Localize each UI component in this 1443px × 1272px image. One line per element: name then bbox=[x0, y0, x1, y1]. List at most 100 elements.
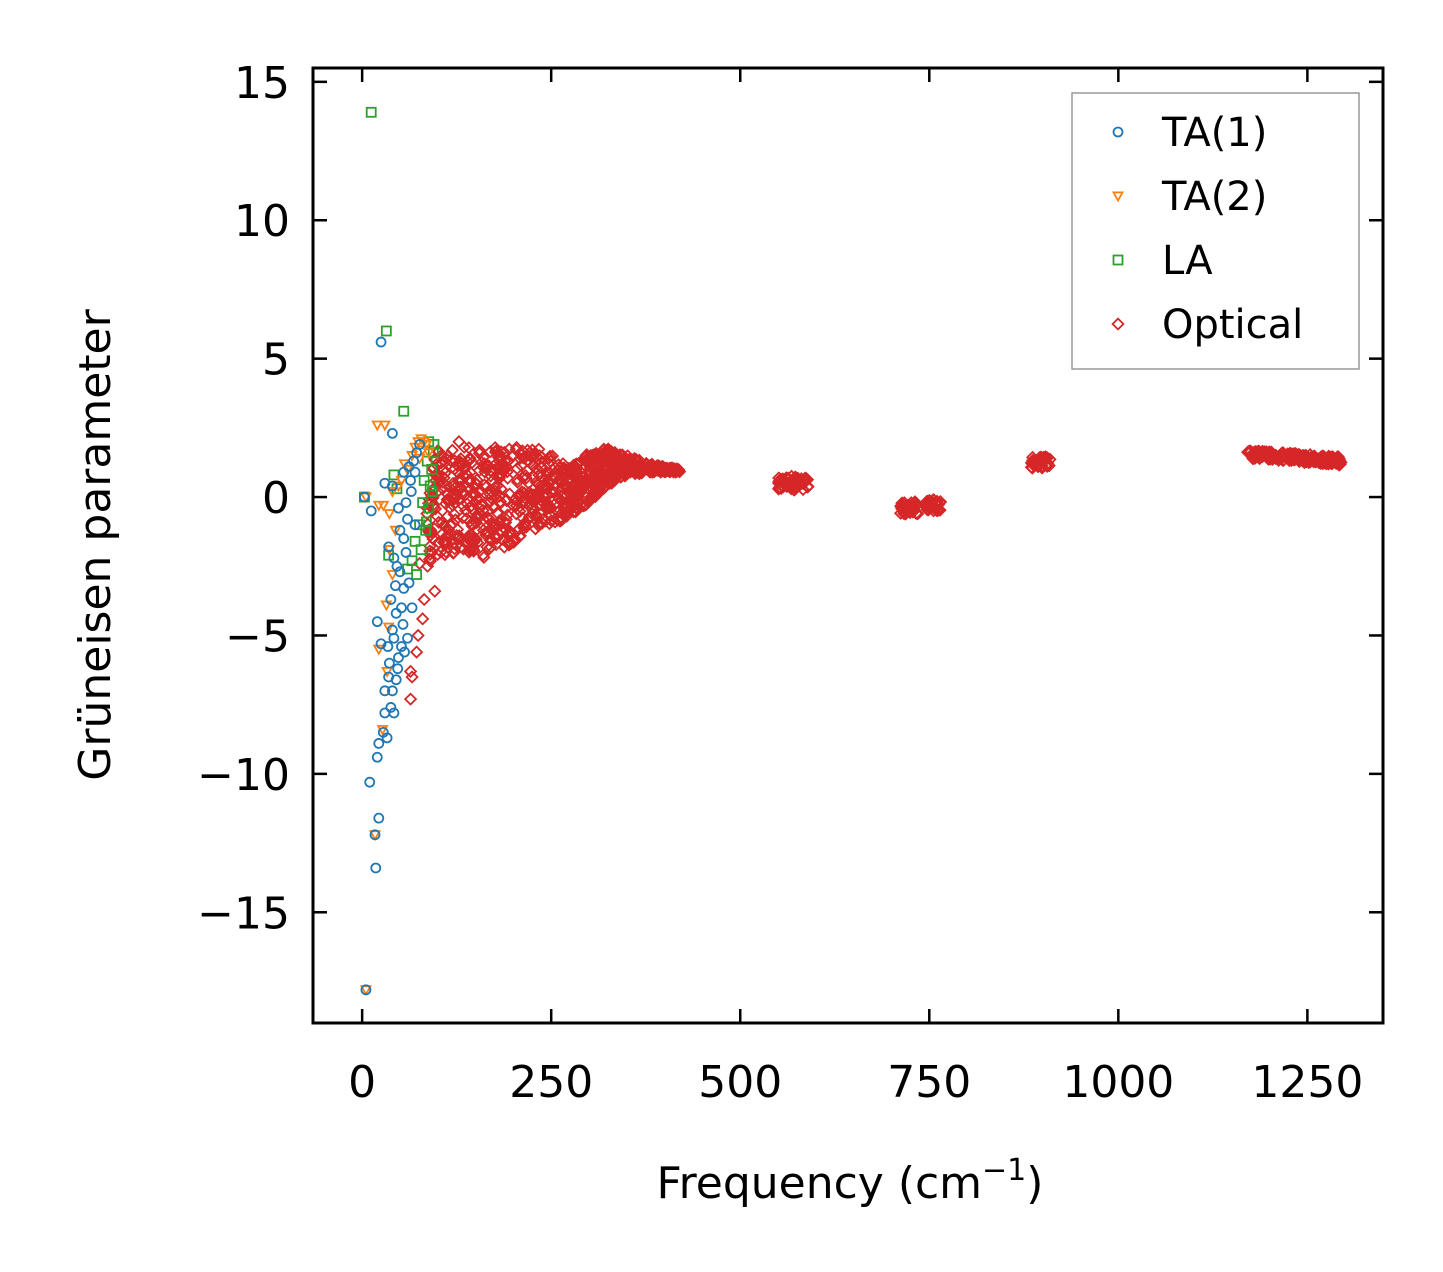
y-tick-label: 10 bbox=[234, 196, 290, 247]
optical-point bbox=[457, 440, 471, 454]
optical-point bbox=[569, 469, 583, 483]
data-point bbox=[378, 420, 391, 432]
data-point bbox=[409, 466, 421, 478]
optical-point bbox=[491, 446, 506, 460]
optical-point bbox=[403, 692, 418, 706]
optical-point bbox=[423, 554, 438, 568]
optical-point bbox=[440, 509, 455, 523]
y-tick-label: 15 bbox=[234, 58, 290, 109]
data-point bbox=[364, 776, 376, 788]
optical-point bbox=[438, 533, 452, 547]
optical-point bbox=[590, 452, 605, 466]
optical-point bbox=[547, 469, 561, 483]
optical-point bbox=[405, 670, 419, 684]
y-tick-label: −5 bbox=[225, 611, 290, 662]
data-point bbox=[383, 541, 395, 553]
optical-point bbox=[428, 584, 442, 598]
optical-point bbox=[1040, 459, 1054, 473]
optical-point bbox=[448, 513, 463, 527]
optical-cluster bbox=[771, 469, 815, 497]
optical-point bbox=[1264, 449, 1278, 464]
optical-point bbox=[493, 495, 508, 509]
data-point bbox=[372, 500, 385, 512]
optical-point bbox=[667, 462, 681, 476]
x-axis-label-superscript: −1 bbox=[982, 1153, 1026, 1188]
legend-label: TA(2) bbox=[1161, 174, 1267, 220]
optical-point bbox=[560, 480, 574, 494]
optical-point bbox=[500, 465, 514, 479]
optical-point bbox=[469, 516, 483, 530]
optical-point bbox=[1318, 453, 1332, 467]
data-point bbox=[417, 497, 429, 508]
optical-point bbox=[477, 550, 491, 565]
data-point bbox=[382, 641, 394, 652]
optical-point bbox=[488, 441, 502, 455]
data-point bbox=[397, 618, 409, 630]
data-point bbox=[402, 632, 413, 644]
optical-cluster bbox=[1024, 450, 1057, 475]
data-point bbox=[405, 486, 417, 497]
data-point bbox=[403, 577, 415, 589]
optical-point bbox=[528, 507, 543, 521]
data-point bbox=[386, 427, 398, 439]
optical-point bbox=[454, 540, 468, 554]
optical-point bbox=[568, 485, 582, 499]
data-point bbox=[383, 657, 395, 669]
optical-point bbox=[919, 498, 933, 512]
legend-label: LA bbox=[1162, 238, 1213, 284]
data-point bbox=[409, 519, 421, 531]
data-point bbox=[371, 751, 383, 763]
y-tick-label: 0 bbox=[262, 473, 290, 524]
optical-point bbox=[516, 496, 530, 510]
optical-point bbox=[504, 536, 518, 551]
optical-point bbox=[465, 540, 479, 554]
optical-point bbox=[1035, 458, 1049, 473]
optical-point bbox=[543, 466, 557, 480]
optical-point bbox=[513, 504, 527, 519]
optical-point bbox=[476, 460, 490, 475]
data-point bbox=[381, 732, 393, 744]
optical-point bbox=[498, 515, 513, 530]
optical-point bbox=[526, 459, 540, 473]
optical-point bbox=[518, 515, 533, 529]
data-point bbox=[385, 702, 397, 713]
optical-point bbox=[543, 454, 558, 468]
plot-area bbox=[359, 106, 1348, 997]
data-point bbox=[382, 622, 395, 634]
optical-point bbox=[403, 664, 418, 679]
optical-point bbox=[486, 519, 501, 533]
optical-point bbox=[1276, 453, 1291, 467]
optical-point bbox=[453, 455, 467, 469]
data-point bbox=[373, 738, 385, 749]
optical-point bbox=[583, 448, 598, 463]
x-tick-label: 1250 bbox=[1251, 1057, 1363, 1108]
optical-point bbox=[585, 489, 599, 503]
optical-point bbox=[584, 461, 599, 475]
optical-point bbox=[533, 498, 547, 512]
optical-point bbox=[568, 505, 583, 519]
optical-point bbox=[450, 522, 465, 537]
series-la bbox=[359, 106, 440, 580]
optical-point bbox=[493, 513, 508, 527]
data-point bbox=[414, 439, 426, 450]
optical-point bbox=[532, 442, 546, 456]
optical-point bbox=[440, 529, 454, 543]
data-point bbox=[424, 480, 436, 492]
legend-label: TA(1) bbox=[1161, 110, 1267, 156]
optical-point bbox=[409, 645, 424, 659]
optical-point bbox=[605, 458, 619, 472]
data-point bbox=[402, 513, 413, 525]
legend-marker bbox=[1111, 191, 1125, 203]
data-point bbox=[414, 519, 426, 531]
data-point bbox=[388, 632, 400, 644]
data-point bbox=[375, 336, 387, 348]
optical-point bbox=[1249, 447, 1264, 461]
optical-point bbox=[448, 454, 462, 468]
data-point bbox=[386, 487, 399, 498]
optical-point bbox=[562, 461, 576, 476]
optical-point bbox=[485, 533, 499, 547]
data-point bbox=[385, 594, 397, 605]
data-point bbox=[392, 663, 404, 675]
optical-point bbox=[510, 523, 525, 538]
optical-point bbox=[772, 474, 786, 489]
